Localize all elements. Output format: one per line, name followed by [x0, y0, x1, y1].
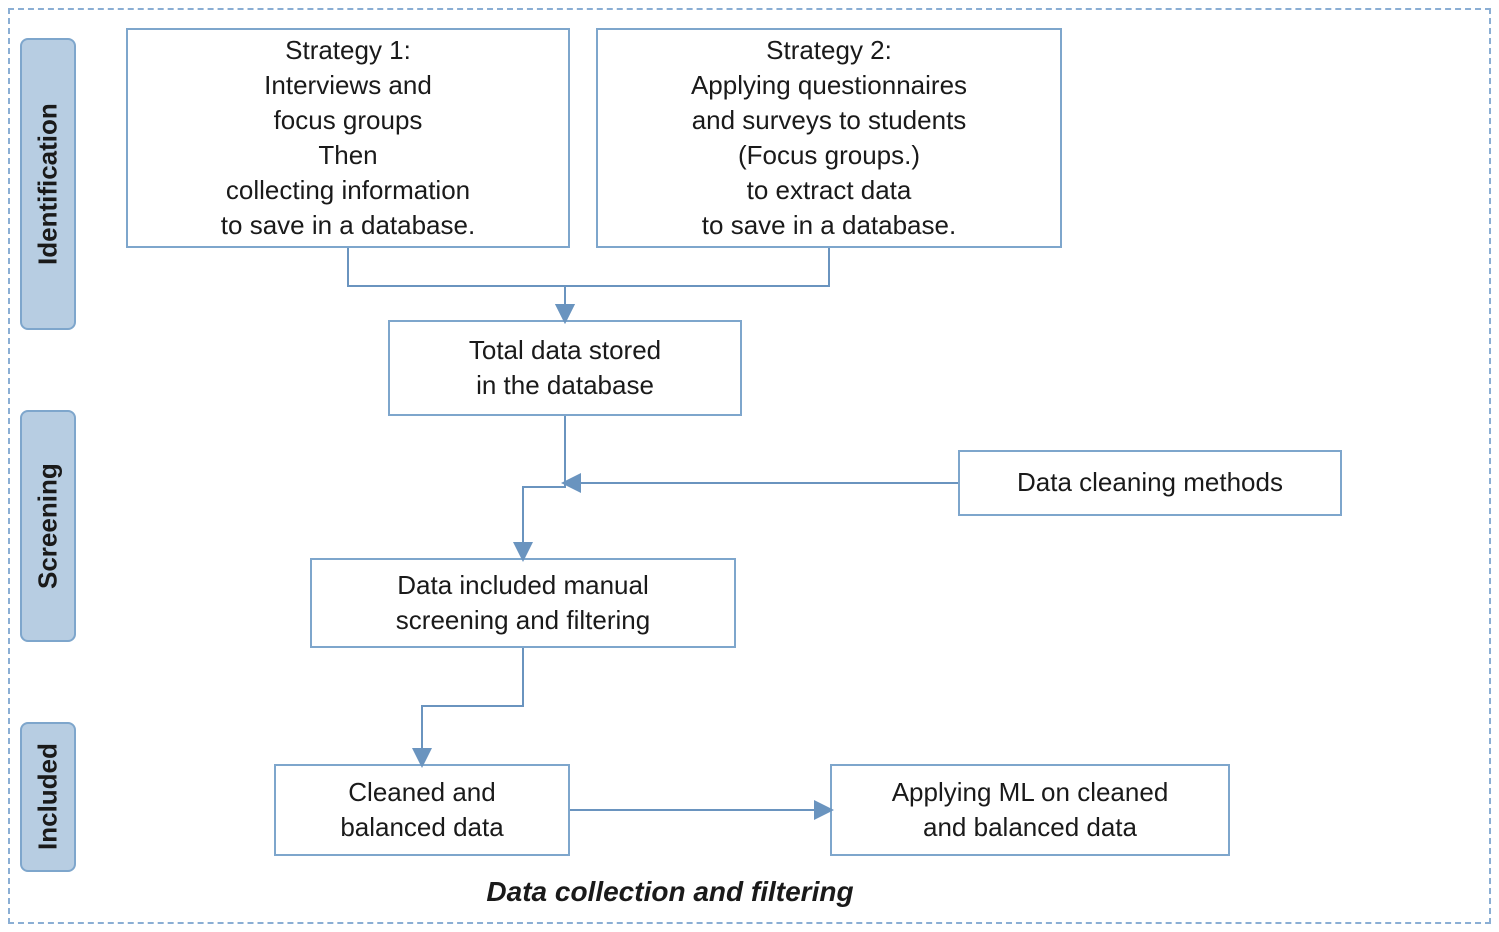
node-text-line: Then: [318, 138, 377, 173]
node-text-line: collecting information: [226, 173, 470, 208]
node-cleaned-balanced: Cleaned andbalanced data: [274, 764, 570, 856]
node-text-line: Data included manual: [397, 568, 649, 603]
stage-identification: Identification: [20, 38, 76, 330]
stage-screening-label: Screening: [33, 463, 64, 589]
node-text-line: Applying ML on cleaned: [892, 775, 1169, 810]
node-text-line: (Focus groups.): [738, 138, 920, 173]
node-text-line: in the database: [476, 368, 654, 403]
node-text-line: to save in a database.: [221, 208, 475, 243]
diagram-caption: Data collection and filtering: [390, 876, 950, 908]
stage-included-label: Included: [33, 744, 64, 851]
node-cleaning-methods: Data cleaning methods: [958, 450, 1342, 516]
flowchart-container: Identification Screening Included Strate…: [8, 8, 1491, 924]
node-strategy2: Strategy 2:Applying questionnairesand su…: [596, 28, 1062, 248]
node-text-line: Strategy 2:: [766, 33, 892, 68]
node-text-line: Data cleaning methods: [1017, 465, 1283, 500]
node-apply-ml: Applying ML on cleanedand balanced data: [830, 764, 1230, 856]
node-text-line: Total data stored: [469, 333, 661, 368]
node-text-line: Applying questionnaires: [691, 68, 967, 103]
node-total-stored: Total data storedin the database: [388, 320, 742, 416]
node-text-line: Strategy 1:: [285, 33, 411, 68]
node-strategy1: Strategy 1:Interviews andfocus groupsThe…: [126, 28, 570, 248]
node-text-line: to extract data: [747, 173, 912, 208]
node-text-line: screening and filtering: [396, 603, 650, 638]
stage-identification-label: Identification: [33, 103, 64, 265]
stage-included: Included: [20, 722, 76, 872]
node-text-line: and surveys to students: [692, 103, 967, 138]
node-text-line: and balanced data: [923, 810, 1137, 845]
node-text-line: to save in a database.: [702, 208, 956, 243]
node-text-line: focus groups: [274, 103, 423, 138]
node-text-line: balanced data: [340, 810, 503, 845]
node-manual-screening: Data included manualscreening and filter…: [310, 558, 736, 648]
stage-screening: Screening: [20, 410, 76, 642]
diagram-caption-text: Data collection and filtering: [486, 876, 853, 907]
node-text-line: Cleaned and: [348, 775, 495, 810]
node-text-line: Interviews and: [264, 68, 432, 103]
